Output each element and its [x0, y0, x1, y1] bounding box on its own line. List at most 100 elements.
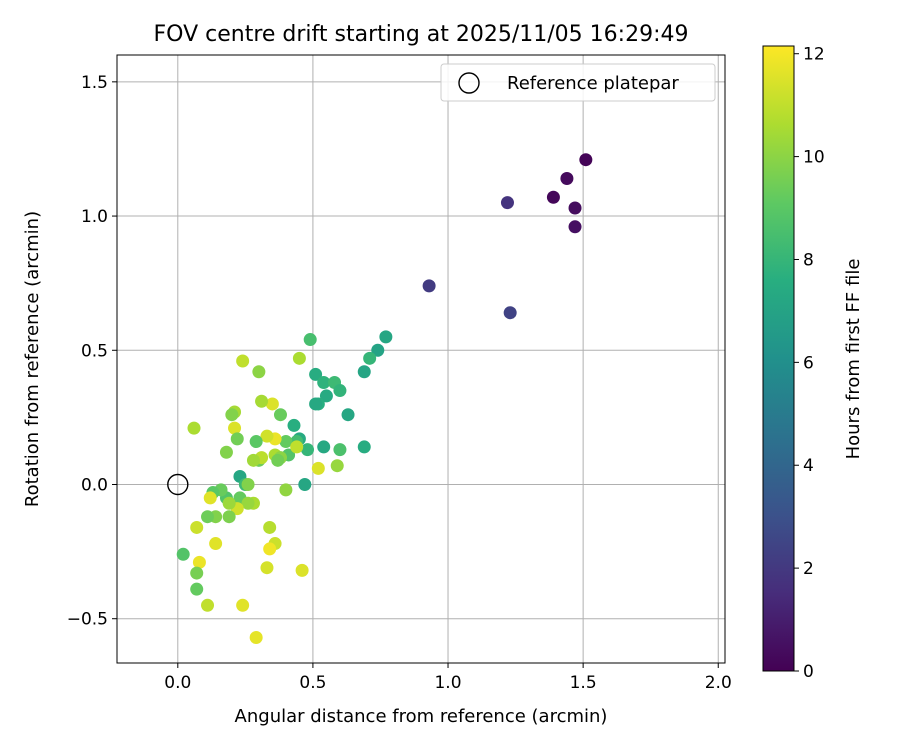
data-point: [236, 354, 250, 368]
data-point: [263, 520, 277, 534]
data-point: [579, 153, 593, 167]
y-tick-label: 0.0: [81, 475, 108, 495]
data-point: [363, 351, 377, 365]
data-point: [319, 389, 333, 403]
data-point: [230, 432, 244, 446]
data-point: [260, 429, 274, 443]
y-axis-ticks: −0.5 0.0 0.5 1.0 1.5: [67, 73, 117, 630]
data-point: [309, 397, 323, 411]
data-point: [301, 443, 315, 457]
data-point: [568, 201, 582, 215]
colorbar-gradient: [762, 45, 795, 672]
x-tick-label: 2.0: [705, 673, 732, 693]
data-point: [265, 397, 279, 411]
x-tick-label: 0.0: [164, 673, 191, 693]
colorbar-tick-label: 2: [803, 559, 814, 579]
y-tick-label: 1.5: [81, 73, 108, 93]
data-point: [292, 351, 306, 365]
legend-box: [440, 63, 716, 102]
data-point: [295, 563, 309, 577]
data-point: [201, 598, 215, 612]
data-point: [357, 440, 371, 454]
data-point: [298, 477, 312, 491]
data-point: [255, 394, 269, 408]
data-point: [246, 453, 260, 467]
data-point: [241, 496, 255, 510]
y-tick-label: 0.5: [81, 341, 108, 361]
colorbar-tick-label: 4: [803, 456, 814, 476]
data-point: [279, 435, 293, 449]
data-point: [303, 333, 317, 347]
data-point: [357, 365, 371, 379]
data-point: [263, 542, 277, 556]
colorbar-tick-label: 0: [803, 662, 814, 682]
data-point: [279, 483, 293, 497]
data-point: [560, 171, 574, 185]
data-point: [209, 537, 223, 551]
data-point: [236, 598, 250, 612]
data-point: [260, 561, 274, 575]
colorbar-tick-label: 6: [803, 353, 814, 373]
y-axis-label: Rotation from reference (arcmin): [22, 211, 43, 507]
data-point: [201, 510, 215, 524]
data-point: [271, 453, 285, 467]
data-point: [311, 461, 325, 475]
legend: Reference platepar: [440, 63, 716, 102]
colorbar-tick-label: 8: [803, 250, 814, 270]
data-point: [219, 445, 233, 459]
colorbar-tick-label: 12: [803, 45, 825, 65]
data-point: [190, 566, 204, 580]
data-point: [333, 443, 347, 457]
data-point: [290, 440, 304, 454]
legend-reference-marker: [458, 72, 480, 94]
data-point: [371, 343, 385, 357]
data-points: [176, 153, 593, 644]
data-point: [222, 496, 236, 510]
data-point: [222, 510, 236, 524]
colorbar: 0 2 4 6 8 10 12 Hours from first FF file: [762, 45, 864, 682]
data-point: [249, 435, 263, 449]
data-point: [546, 190, 560, 204]
data-point: [241, 477, 255, 491]
data-point: [190, 582, 204, 596]
y-tick-label: 1.0: [81, 207, 108, 227]
data-point: [379, 330, 393, 344]
data-point: [190, 520, 204, 534]
data-point: [187, 421, 201, 435]
x-axis-label: Angular distance from reference (arcmin): [235, 706, 608, 727]
data-point: [341, 408, 355, 422]
legend-label: Reference platepar: [507, 73, 679, 94]
data-point: [422, 279, 436, 293]
data-point: [568, 220, 582, 234]
data-point: [317, 440, 331, 454]
data-point: [176, 547, 190, 561]
x-tick-label: 1.5: [570, 673, 597, 693]
data-point: [273, 408, 287, 422]
data-point: [317, 375, 331, 389]
data-point: [500, 196, 514, 210]
data-point: [225, 408, 239, 422]
data-point: [503, 306, 517, 320]
colorbar-ticks: 0 2 4 6 8 10 12: [794, 45, 825, 682]
reference-platepar-marker: [167, 473, 189, 496]
data-point: [228, 421, 242, 435]
data-point: [249, 630, 263, 644]
data-point: [287, 418, 301, 432]
data-point: [309, 367, 323, 381]
x-axis-ticks: 0.0 0.5 1.0 1.5 2.0: [164, 663, 732, 693]
data-point: [333, 384, 347, 398]
chart-title: FOV centre drift starting at 2025/11/05 …: [154, 22, 689, 47]
x-tick-label: 1.0: [434, 673, 461, 693]
colorbar-tick-label: 10: [803, 148, 825, 168]
plot-frame: [116, 54, 726, 664]
data-point: [192, 555, 206, 569]
reference-marker: [167, 473, 189, 496]
data-point: [330, 459, 344, 473]
y-tick-label: −0.5: [67, 610, 108, 630]
colorbar-label: Hours from first FF file: [843, 259, 864, 460]
data-point: [203, 491, 217, 505]
data-point: [252, 365, 266, 379]
x-tick-label: 0.5: [299, 673, 326, 693]
grid-lines: [117, 55, 725, 663]
